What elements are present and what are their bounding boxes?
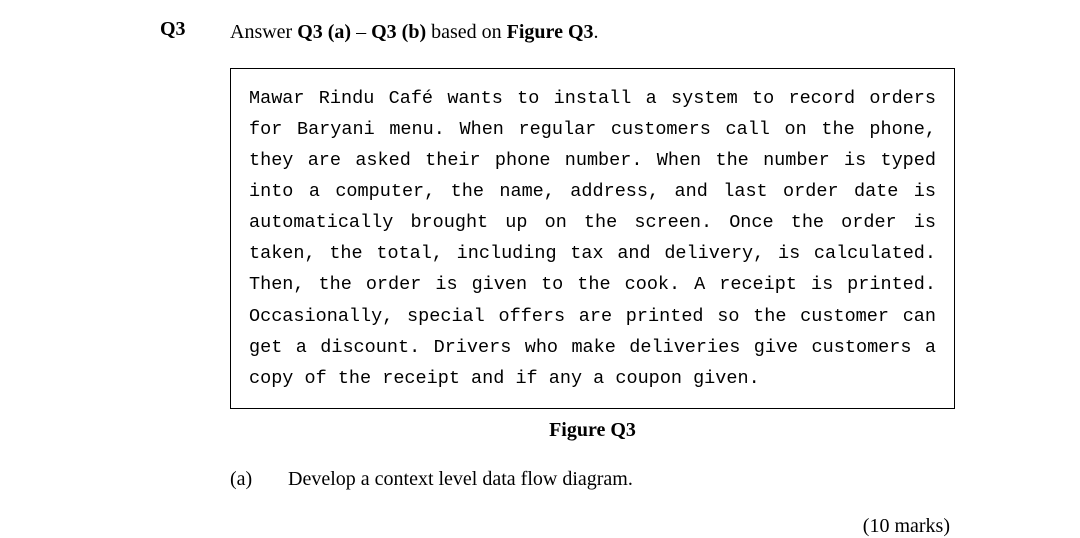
figure-box: Mawar Rindu Café wants to install a syst… <box>230 68 955 409</box>
figure-caption: Figure Q3 <box>230 419 955 442</box>
question-header: Q3 Answer Q3 (a) – Q3 (b) based on Figur… <box>60 18 1020 46</box>
subpart-text: Develop a context level data flow diagra… <box>288 468 633 491</box>
instruction-bold-2: Q3 (b) <box>371 21 426 43</box>
instruction-dash: – <box>351 21 371 43</box>
question-instruction: Answer Q3 (a) – Q3 (b) based on Figure Q… <box>230 18 599 46</box>
instruction-prefix: Answer <box>230 21 297 43</box>
instruction-bold-3: Figure Q3 <box>507 21 594 43</box>
subpart-row: (a) Develop a context level data flow di… <box>60 468 1020 491</box>
figure-body-text: Mawar Rindu Café wants to install a syst… <box>249 88 936 389</box>
subpart-label: (a) <box>230 468 288 491</box>
marks-text: (10 marks) <box>60 515 1020 538</box>
instruction-suffix: . <box>594 21 599 43</box>
instruction-mid: based on <box>426 21 507 43</box>
instruction-bold-1: Q3 (a) <box>297 21 351 43</box>
question-number: Q3 <box>160 18 230 41</box>
